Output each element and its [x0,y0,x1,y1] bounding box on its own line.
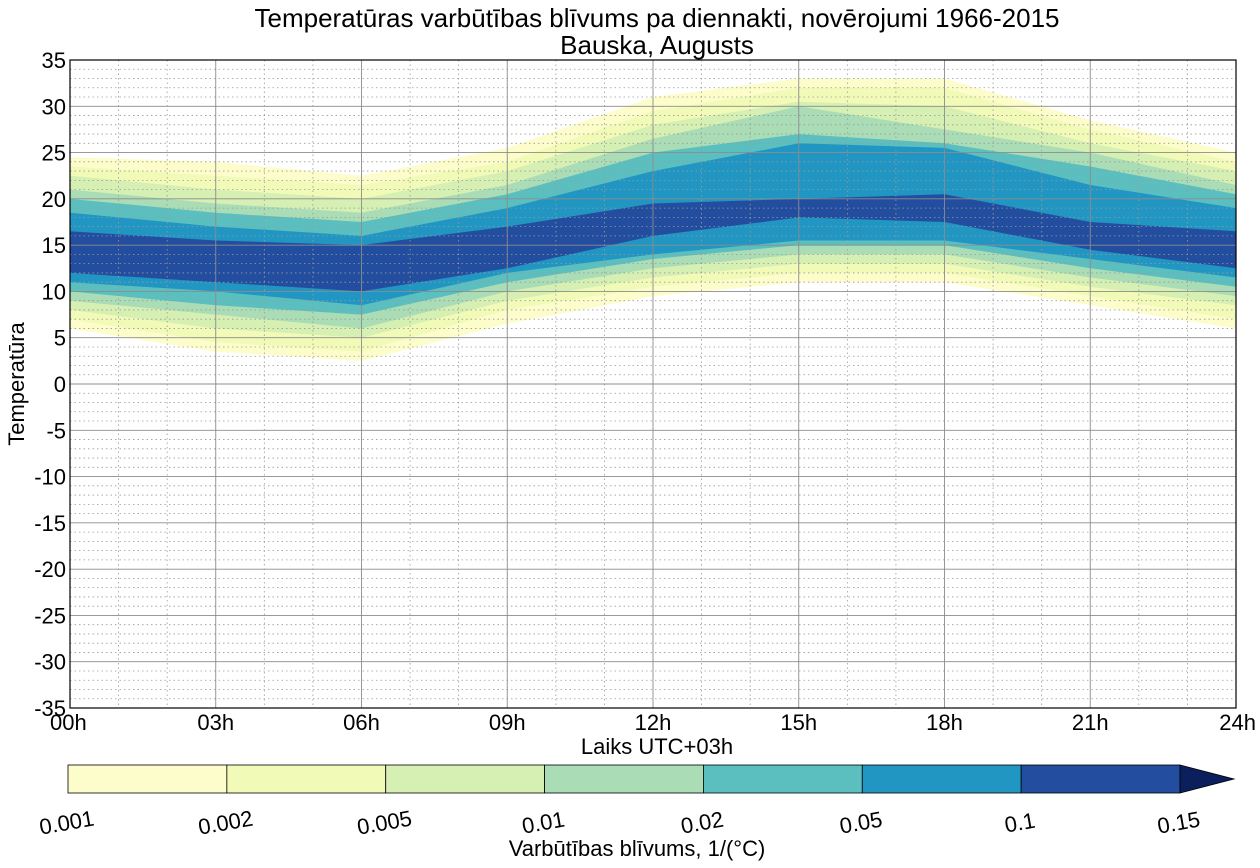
y-tick-label: 0 [54,372,66,397]
chart-title: Temperatūras varbūtības blīvums pa dienn… [254,3,1059,33]
y-tick-label: -30 [34,650,66,675]
colorbar-segment [1020,764,1181,794]
colorbar-extend-arrow [1179,764,1236,794]
x-tick-label: 03h [197,710,234,735]
y-tick-label: -15 [34,511,66,536]
colorbar-tick-label: 0.15 [1155,807,1202,839]
y-axis-label: Temperatūra [4,321,29,445]
x-tick-label: 12h [635,710,672,735]
y-tick-label: -35 [34,696,66,721]
y-ticks: 35 30 25 20 15 10 5 0 -5 -10 -15 -20 -25 -30 -35 [34,48,66,721]
x-tick-label: 18h [926,710,963,735]
plot-area: 35 30 25 20 15 10 5 0 -5 -10 -15 -20 -25 -30 -35 00h 03… [34,48,1256,735]
colorbar-tick-label: 0.05 [838,807,885,839]
x-tick-label: 15h [780,710,817,735]
colorbar-segment [544,764,704,794]
colorbar-tick-label: 0.02 [679,807,726,839]
x-tick-label: 00h [50,710,87,735]
colorbar-segment [67,764,228,794]
x-tick-label: 09h [489,710,526,735]
y-tick-label: 30 [42,94,66,119]
chart-subtitle: Bauska, Augusts [560,30,754,60]
y-tick-label: -20 [34,557,66,582]
y-tick-label: 20 [42,187,66,212]
y-tick-label: 25 [42,141,66,166]
y-tick-label: -25 [34,603,66,628]
x-ticks: 00h 03h 06h 09h 12h 15h 18h 21h 24h [50,710,1256,735]
colorbar-tick-label: 0.002 [196,806,255,840]
x-tick-label: 21h [1072,710,1109,735]
y-tick-label: 5 [54,326,66,351]
colorbar-segment [226,764,387,794]
x-axis-label: Laiks UTC+03h [581,734,733,759]
y-tick-label: 15 [42,233,66,258]
y-tick-label: 10 [42,279,66,304]
colorbar-tick-label: 0.1 [1003,808,1037,838]
plot-frame [69,59,1237,709]
grid [69,59,1237,709]
colorbar-tick-label: 0.001 [37,806,96,840]
colorbar: 0.001 0.002 0.005 0.01 0.02 0.05 0.1 0.15 [37,764,1236,840]
x-tick-label: 06h [343,710,380,735]
y-tick-label: -10 [34,465,66,490]
y-tick-label: 35 [42,48,66,73]
colorbar-tick-label: 0.005 [355,806,414,840]
colorbar-tick-label: 0.01 [520,807,567,839]
x-tick-label: 24h [1219,710,1256,735]
colorbar-label: Varbūtības blīvums, 1/(°C) [509,836,766,861]
colorbar-segment [385,764,545,794]
colorbar-segment [861,764,1022,794]
colorbar-segment [703,764,863,794]
y-tick-label: -5 [46,418,66,443]
